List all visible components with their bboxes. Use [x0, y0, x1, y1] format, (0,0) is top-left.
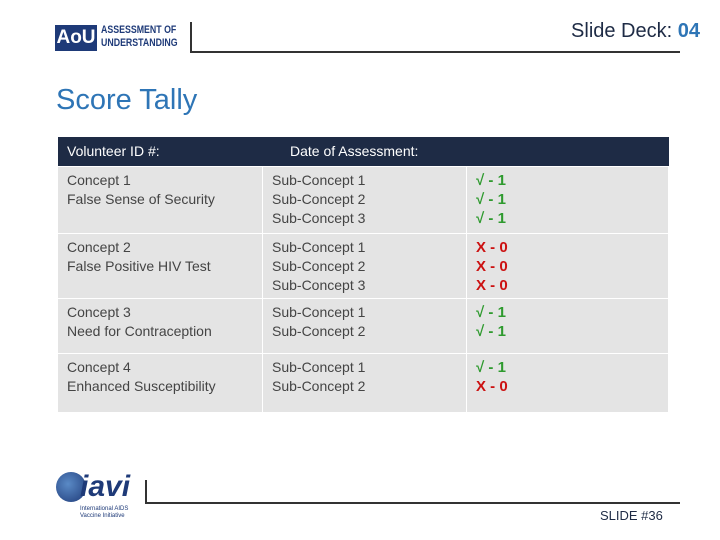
- header-rule: [190, 51, 680, 53]
- cell-line: Sub-Concept 2: [272, 191, 366, 207]
- sub-concepts-cell: Sub-Concept 1 Sub-Concept 2 Sub-Concept 3: [263, 167, 466, 233]
- cell-line: Enhanced Susceptibility: [67, 378, 216, 394]
- footer-logo-name: iavi: [80, 470, 131, 503]
- header-text: Volunteer ID #:: [67, 143, 160, 159]
- cell-line: Sub-Concept 3: [272, 210, 366, 226]
- slide-number: SLIDE #36: [600, 508, 663, 523]
- score: √ - 1: [476, 359, 506, 376]
- score: X - 0: [476, 378, 508, 395]
- cell-line: False Positive HIV Test: [67, 258, 211, 274]
- score: √ - 1: [476, 172, 506, 189]
- cell-line: Concept 4: [67, 359, 131, 375]
- cell-line: Sub-Concept 1: [272, 359, 366, 375]
- cell-line: Sub-Concept 1: [272, 239, 366, 255]
- scores-cell: √ - 1 X - 0: [467, 354, 668, 412]
- score: √ - 1: [476, 191, 506, 208]
- footer-logo-line: Vaccine Initiative: [80, 513, 125, 519]
- footer-logo-line: International AIDS: [80, 506, 129, 512]
- sub-concepts-cell: Sub-Concept 1 Sub-Concept 2 Sub-Concept 3: [263, 234, 466, 298]
- logo-abbr: AoU: [55, 25, 97, 51]
- logo-line: ASSESSMENT OF: [101, 24, 177, 36]
- cell-line: False Sense of Security: [67, 191, 215, 207]
- concept-cell: Concept 4 Enhanced Susceptibility: [58, 354, 262, 412]
- deck-label: Slide Deck: 04: [571, 20, 700, 43]
- logo-text: ASSESSMENT OF UNDERSTANDING: [101, 24, 178, 50]
- scores-cell: X - 0 X - 0 X - 0: [467, 234, 668, 298]
- title: Score Tally: [56, 84, 198, 116]
- cell-line: Sub-Concept 1: [272, 172, 366, 188]
- footer-logo-text: International AIDS Vaccine Initiative: [80, 506, 128, 520]
- cell-line: Concept 3: [67, 304, 131, 320]
- score: X - 0: [476, 277, 508, 294]
- scores-cell: √ - 1 √ - 1 √ - 1: [467, 167, 668, 233]
- footer-logo-globe: [56, 472, 86, 502]
- deck-text: Slide Deck:: [571, 20, 673, 42]
- cell-line: Concept 1: [67, 172, 131, 188]
- logo-line: UNDERSTANDING: [101, 37, 178, 49]
- divider: [190, 22, 192, 53]
- divider: [145, 480, 147, 504]
- cell-line: Need for Contraception: [67, 323, 212, 339]
- deck-number: 04: [677, 20, 700, 42]
- score: √ - 1: [476, 304, 506, 321]
- cell-line: Sub-Concept 2: [272, 258, 366, 274]
- score: √ - 1: [476, 323, 506, 340]
- footer-rule: [145, 502, 680, 504]
- sub-concepts-cell: Sub-Concept 1 Sub-Concept 2: [263, 299, 466, 353]
- header-cell: [58, 137, 669, 166]
- score: X - 0: [476, 239, 508, 256]
- cell-line: Concept 2: [67, 239, 131, 255]
- score: X - 0: [476, 258, 508, 275]
- cell-line: Sub-Concept 2: [272, 378, 366, 394]
- cell-line: Sub-Concept 3: [272, 277, 366, 293]
- sub-concepts-cell: Sub-Concept 1 Sub-Concept 2: [263, 354, 466, 412]
- concept-cell: Concept 1 False Sense of Security: [58, 167, 262, 233]
- score: √ - 1: [476, 210, 506, 227]
- cell-line: Sub-Concept 1: [272, 304, 366, 320]
- scores-cell: √ - 1 √ - 1: [467, 299, 668, 353]
- concept-cell: Concept 3 Need for Contraception: [58, 299, 262, 353]
- header-text: Date of Assessment:: [290, 143, 419, 159]
- cell-line: Sub-Concept 2: [272, 323, 366, 339]
- concept-cell: Concept 2 False Positive HIV Test: [58, 234, 262, 298]
